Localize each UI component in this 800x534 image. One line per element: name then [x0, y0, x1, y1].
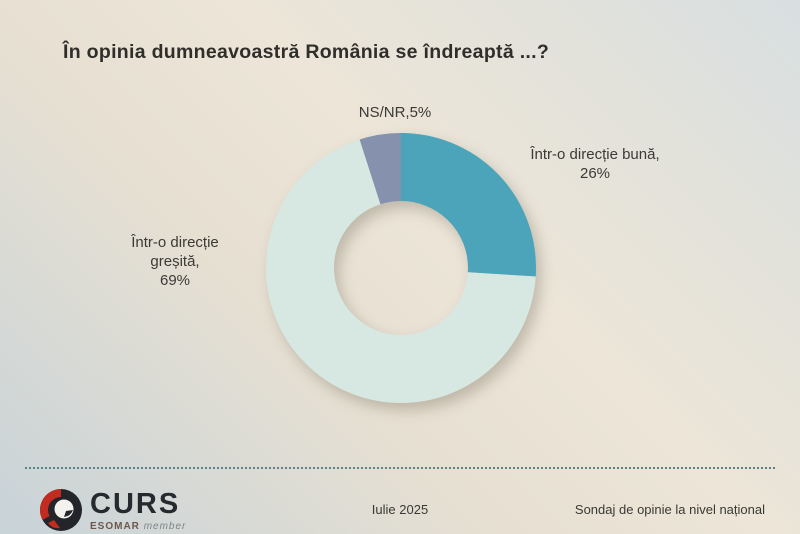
data-label-gresita-line1: Într-o direcție	[131, 234, 219, 251]
data-label-gresita-line2: greșită,	[150, 253, 200, 271]
curs-logo-text: CURS	[90, 488, 181, 520]
donut-slice-2	[266, 133, 536, 403]
curs-logo: CURS ESOMAR member	[38, 487, 186, 533]
chart-title: În opinia dumneavoastră România se îndre…	[63, 41, 550, 63]
data-label-gresita-line3: 69%	[159, 272, 191, 290]
data-label-buna-line1: Într-o direcție bună,	[530, 146, 660, 163]
curs-logo-textcol: CURS ESOMAR member	[90, 487, 186, 533]
donut-chart	[251, 118, 551, 418]
data-label-nsnr-text: NS/NR,5%	[358, 104, 432, 121]
esomar-label: ESOMAR	[90, 521, 140, 532]
member-label: member	[143, 521, 187, 532]
data-label-nsnr: NS/NR,5%	[320, 103, 470, 122]
footer-note: Sondaj de opinie la nivel național	[574, 502, 765, 517]
esomar-member-text: ESOMAR member	[90, 521, 186, 532]
data-label-buna: Într-o direcție bună, 26%	[495, 145, 695, 183]
data-label-gresita: Într-o direcție greșită, 69%	[95, 233, 255, 291]
curs-logo-icon	[40, 489, 82, 531]
footer-date: Iulie 2025	[371, 502, 429, 517]
donut-chart-svg	[266, 133, 536, 403]
donut-slice-1	[266, 133, 536, 403]
footer-divider	[25, 467, 775, 469]
data-label-buna-line2: 26%	[579, 165, 611, 183]
